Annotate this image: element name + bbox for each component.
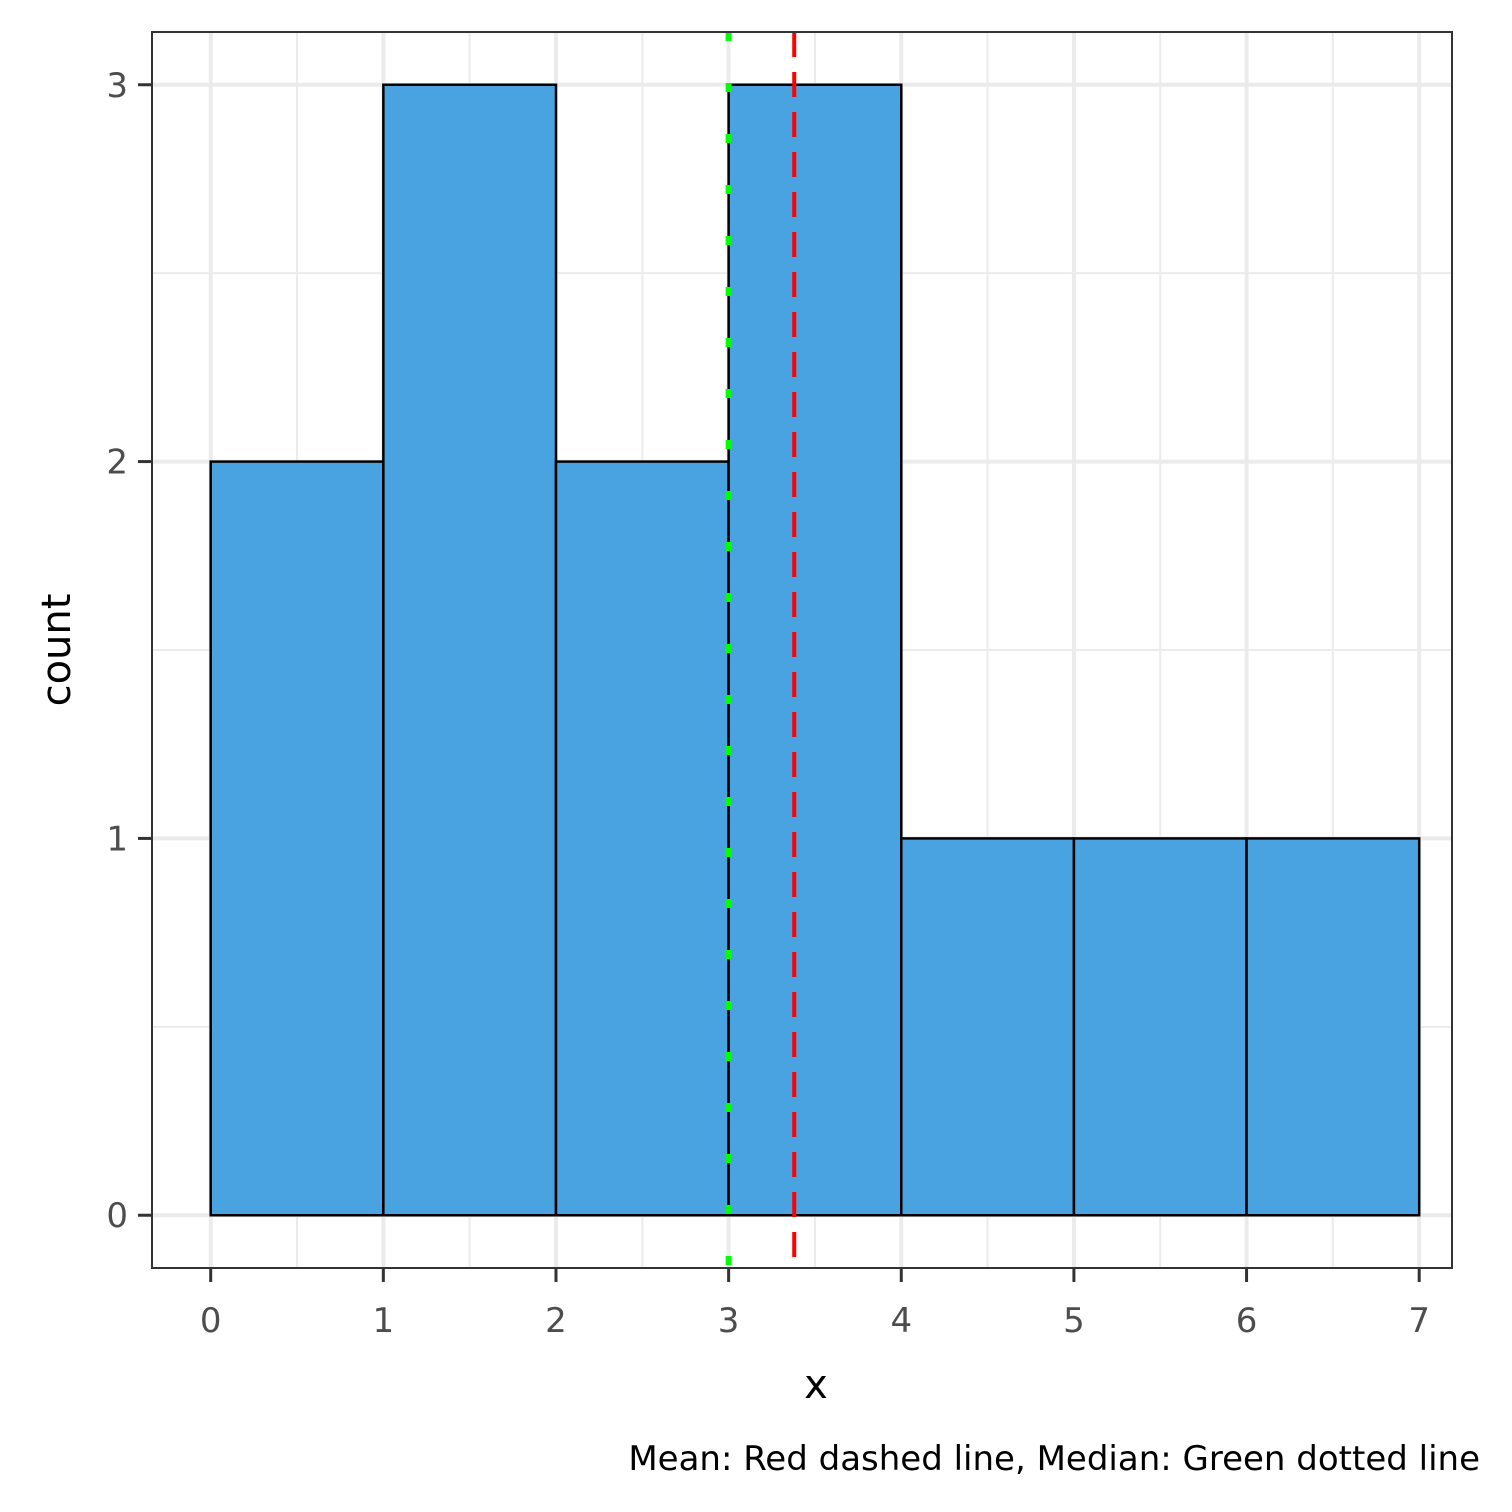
y-axis-title: count [34, 594, 80, 707]
histogram-bar [900, 837, 1076, 1217]
panel-border [151, 31, 1453, 1269]
x-tick-label: 3 [718, 1301, 740, 1341]
histogram-bars [209, 83, 1421, 1217]
x-axis: 0 1 2 3 4 5 6 7 [200, 1268, 1430, 1341]
y-tick-label: 3 [106, 66, 128, 106]
chart-caption: Mean: Red dashed line, Median: Green dot… [628, 1439, 1480, 1479]
histogram-bar [382, 83, 558, 1217]
y-tick-label: 2 [106, 443, 128, 483]
x-tick-label: 2 [545, 1301, 567, 1341]
histogram-bar [209, 460, 385, 1217]
x-tick-label: 6 [1236, 1301, 1258, 1341]
x-tick-label: 1 [373, 1301, 395, 1341]
reference-lines [725, 32, 797, 1268]
y-tick-label: 1 [106, 819, 128, 859]
x-tick-label: 7 [1408, 1301, 1430, 1341]
x-tick-label: 5 [1063, 1301, 1085, 1341]
y-axis: 0 1 2 3 [106, 66, 152, 1236]
histogram-bar [1245, 837, 1421, 1217]
histogram-bar [554, 460, 730, 1217]
histogram-bar [727, 83, 903, 1217]
histogram-bar [1072, 837, 1248, 1217]
x-tick-label: 4 [890, 1301, 912, 1341]
x-tick-label: 0 [200, 1301, 222, 1341]
x-axis-title: x [804, 1362, 828, 1408]
y-tick-label: 0 [106, 1196, 128, 1236]
